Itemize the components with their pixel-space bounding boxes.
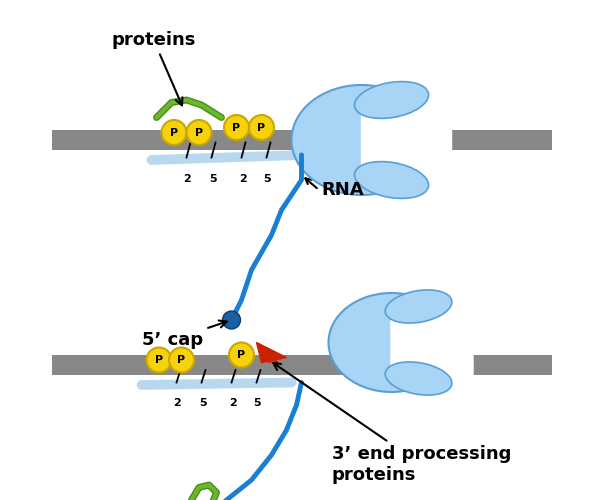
FancyArrowPatch shape — [259, 352, 278, 363]
Text: 5’ cap: 5’ cap — [142, 320, 227, 349]
Ellipse shape — [291, 85, 432, 195]
Polygon shape — [256, 342, 286, 362]
Text: 2: 2 — [174, 398, 182, 407]
Circle shape — [224, 115, 249, 140]
Ellipse shape — [355, 162, 429, 198]
Text: 5: 5 — [209, 174, 216, 184]
Circle shape — [147, 348, 171, 372]
FancyBboxPatch shape — [51, 355, 552, 375]
FancyBboxPatch shape — [362, 95, 452, 185]
Circle shape — [186, 120, 212, 145]
Text: proteins: proteins — [112, 31, 196, 106]
Circle shape — [249, 115, 274, 140]
Text: RNA: RNA — [321, 181, 364, 199]
Text: 2: 2 — [239, 174, 247, 184]
Ellipse shape — [385, 290, 452, 323]
Circle shape — [169, 348, 194, 372]
Text: P: P — [170, 128, 178, 138]
Ellipse shape — [355, 82, 429, 118]
Text: P: P — [232, 122, 241, 132]
Ellipse shape — [329, 293, 455, 392]
Text: P: P — [195, 128, 203, 138]
Text: P: P — [257, 122, 265, 132]
Ellipse shape — [385, 362, 452, 395]
FancyBboxPatch shape — [51, 130, 552, 150]
Circle shape — [229, 342, 254, 367]
Text: 2: 2 — [229, 398, 236, 407]
FancyBboxPatch shape — [391, 302, 473, 384]
Circle shape — [223, 311, 241, 329]
Text: 2: 2 — [184, 174, 191, 184]
Circle shape — [162, 120, 186, 145]
Text: P: P — [177, 355, 186, 365]
Text: 5: 5 — [198, 398, 206, 407]
Text: 5: 5 — [264, 174, 271, 184]
Text: 5: 5 — [254, 398, 261, 407]
Text: P: P — [155, 355, 163, 365]
Text: 3’ end processing
proteins: 3’ end processing proteins — [273, 363, 511, 484]
Text: P: P — [238, 350, 245, 360]
